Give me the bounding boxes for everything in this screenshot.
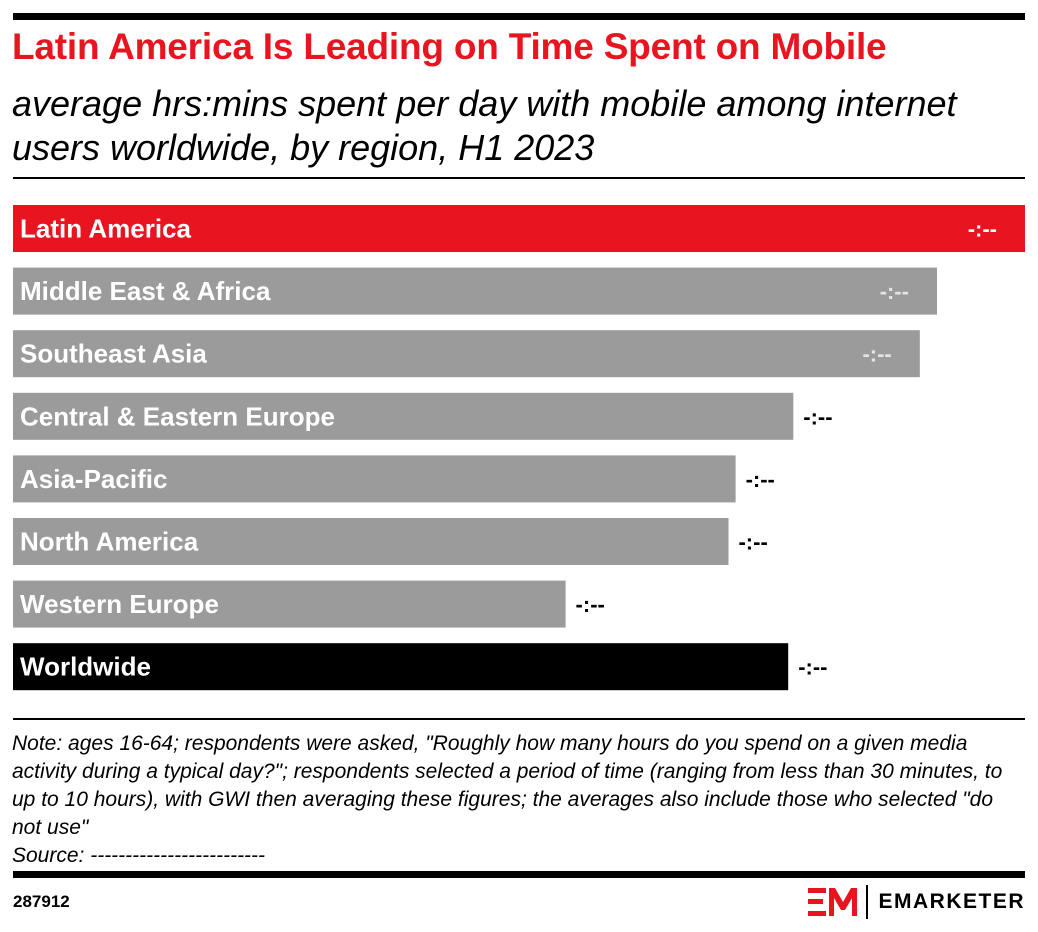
brand-divider [866,885,869,919]
value-label-north-america: -:-- [738,530,767,555]
chart-source: Source: ------------------------- [12,844,266,867]
chart-subtitle: average hrs:mins spent per day with mobi… [12,83,957,168]
bar-latin-america [13,205,1025,252]
value-label-latin-america: -:-- [968,217,997,242]
value-label-southeast-asia: -:-- [862,342,891,367]
value-label-worldwide: -:-- [798,655,827,680]
bar-worldwide [13,643,789,691]
bar-label-worldwide: Worldwide [20,652,151,682]
bar-label-central-and-eastern-europe: Central & Eastern Europe [20,401,335,431]
bar-asia-pacific [13,455,736,503]
brand-name: EMARKETER [878,890,1025,913]
value-label-asia-pacific: -:-- [746,467,775,492]
note-divider [13,718,1025,720]
em-logo-icon [808,888,858,916]
footer-rule [13,871,1025,878]
chart-title: Latin America Is Leading on Time Spent o… [12,26,887,67]
top-rule [13,13,1025,20]
title-divider [13,177,1025,179]
bar-label-southeast-asia: Southeast Asia [20,339,207,369]
brand-logo: EMARKETER [808,882,1025,922]
bar-label-middle-east-and-africa: Middle East & Africa [20,276,271,306]
bar-north-america [13,518,729,565]
bar-label-western-europe: Western Europe [20,589,219,619]
bar-label-north-america: North America [20,527,199,557]
chart-note: Note: ages 16-64; respondents were asked… [12,732,1003,839]
value-label-middle-east-and-africa: -:-- [880,279,909,304]
bar-western-europe [13,580,566,628]
bar-chart: Latin America -:-- Middle East & Africa -:-… [13,205,1025,691]
bar-label-asia-pacific: Asia-Pacific [20,464,167,494]
value-label-western-europe: -:-- [576,592,605,617]
chart-id: 287912 [13,892,70,911]
value-label-central-and-eastern-europe: -:-- [803,404,832,429]
bar-middle-east-and-africa [13,267,937,315]
bar-central-and-eastern-europe [13,392,794,440]
bar-label-latin-america: Latin America [20,214,192,244]
bar-southeast-asia [13,330,920,378]
